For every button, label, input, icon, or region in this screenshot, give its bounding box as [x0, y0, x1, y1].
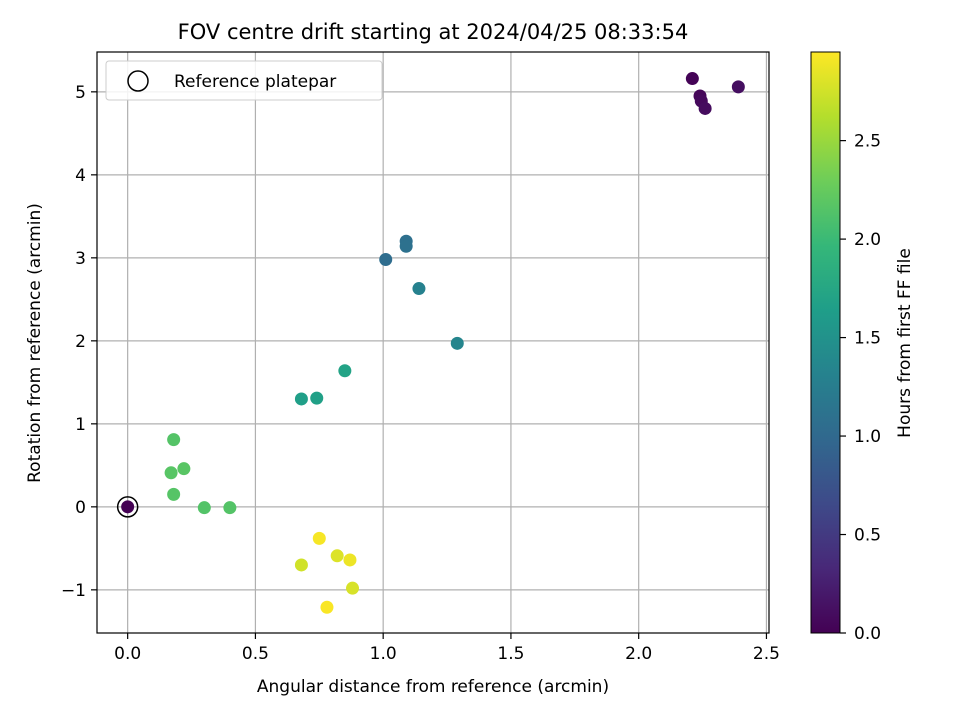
- data-point: [346, 581, 360, 595]
- y-tick-label: 2: [75, 332, 86, 352]
- data-point: [223, 501, 237, 515]
- data-point: [167, 487, 181, 501]
- data-point: [731, 80, 745, 94]
- y-tick-label: 5: [75, 83, 86, 103]
- data-point: [320, 600, 334, 614]
- y-tick-label: −1: [61, 581, 86, 601]
- x-tick-label: 1.5: [497, 644, 524, 664]
- x-tick-label: 0.5: [242, 644, 269, 664]
- data-point: [121, 500, 135, 514]
- data-point: [197, 501, 211, 515]
- colorbar-ticks: 0.0 0.5 1.0 1.5 2.0 2.5: [840, 132, 881, 644]
- data-point: [450, 336, 464, 350]
- data-point: [294, 392, 308, 406]
- data-point: [177, 462, 191, 476]
- data-point: [167, 433, 181, 447]
- colorbar-label: Hours from first FF file: [895, 248, 915, 438]
- colorbar-tick-label: 1.5: [854, 329, 881, 349]
- data-point: [685, 72, 699, 86]
- data-point: [338, 364, 352, 378]
- data-point: [164, 466, 178, 480]
- y-tick-label: 3: [75, 249, 86, 269]
- legend-reference-marker: [127, 70, 149, 92]
- data-point: [698, 101, 712, 115]
- y-tick-label: 0: [75, 498, 86, 518]
- data-point: [343, 553, 357, 567]
- colorbar: 0.0 0.5 1.0 1.5 2.0 2.5 Hours from first FF f…: [810, 51, 915, 644]
- data-point: [412, 282, 426, 296]
- colorbar-tick-label: 1.0: [854, 427, 881, 447]
- grid-lines: [97, 52, 769, 633]
- x-axis-label: Angular distance from reference (arcmin): [257, 677, 609, 697]
- data-points: [116, 72, 745, 614]
- x-tick-label: 2.5: [753, 644, 780, 664]
- reference-platepar-marker: [116, 496, 139, 518]
- colorbar-gradient: [810, 51, 841, 634]
- x-axis-ticks: 0.0 0.5 1.0 1.5 2.0 2.5: [114, 633, 780, 664]
- data-point: [312, 531, 326, 545]
- data-point: [379, 253, 393, 266]
- plot-frame: [96, 51, 770, 634]
- legend-box: [105, 60, 383, 101]
- y-axis-label: Rotation from reference (arcmin): [25, 203, 45, 483]
- colorbar-tick-label: 2.0: [854, 230, 881, 250]
- y-tick-label: 1: [75, 415, 86, 435]
- colorbar-tick-label: 0.5: [854, 526, 881, 546]
- x-tick-label: 0.0: [114, 644, 141, 664]
- data-point: [310, 391, 324, 405]
- data-point: [294, 558, 308, 572]
- colorbar-tick-label: 0.0: [854, 624, 881, 644]
- x-tick-label: 1.0: [370, 644, 397, 664]
- y-tick-label: 4: [75, 166, 86, 186]
- y-axis-ticks: −1 0 1 2 3 4 5: [61, 83, 97, 601]
- x-tick-label: 2.0: [625, 644, 652, 664]
- legend: Reference platepar: [105, 60, 383, 101]
- data-point: [399, 239, 413, 253]
- legend-entry-reference: Reference platepar: [174, 72, 336, 92]
- colorbar-tick-label: 2.5: [854, 132, 881, 152]
- chart-title: FOV centre drift starting at 2024/04/25 …: [178, 20, 689, 44]
- data-point: [330, 549, 344, 563]
